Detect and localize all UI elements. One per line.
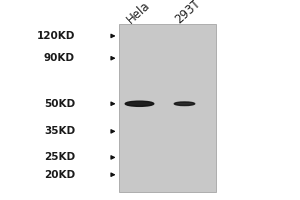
Text: 20KD: 20KD <box>44 170 75 180</box>
Text: 35KD: 35KD <box>44 126 75 136</box>
Text: Hela: Hela <box>124 0 153 26</box>
Text: 293T: 293T <box>172 0 203 26</box>
Text: 90KD: 90KD <box>44 53 75 63</box>
Text: 120KD: 120KD <box>37 31 75 41</box>
Text: 50KD: 50KD <box>44 99 75 109</box>
Text: 25KD: 25KD <box>44 152 75 162</box>
